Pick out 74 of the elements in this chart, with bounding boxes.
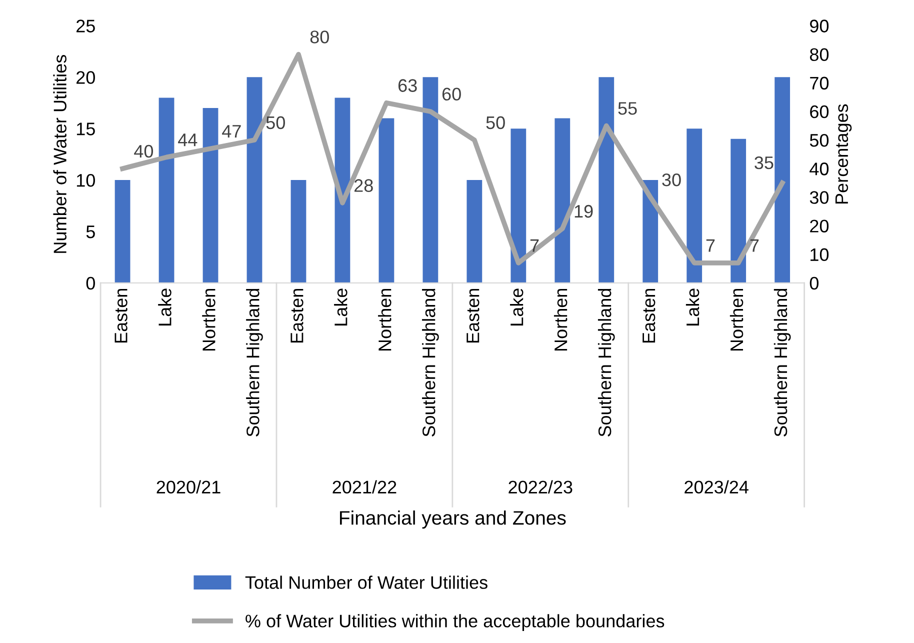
bar <box>774 77 790 283</box>
y2-tick-label: 60 <box>810 105 829 118</box>
data-label: 35 <box>754 156 774 170</box>
bar <box>158 98 174 283</box>
y2-tick-label: 80 <box>810 48 829 62</box>
bar <box>202 108 218 283</box>
data-label: 7 <box>530 239 539 252</box>
y-tick-label: 20 <box>76 71 95 84</box>
y-tick-label: 15 <box>76 122 95 136</box>
x-tick-label: Lake <box>158 288 172 326</box>
y2-tick-label: 30 <box>810 191 829 204</box>
line-series <box>120 52 785 266</box>
y2-axis-title: Percentages <box>835 104 852 204</box>
data-label: 80 <box>310 30 329 44</box>
x-tick-label: Southern Highland <box>246 288 263 437</box>
text: 2020/21 <box>156 480 220 494</box>
x-tick-label: Northen <box>202 288 216 351</box>
text: 2023/24 <box>684 480 748 494</box>
data-label: 50 <box>486 116 505 130</box>
bar <box>246 77 262 283</box>
y2-tick-label: 90 <box>810 20 829 32</box>
data-label: 7 <box>750 239 759 252</box>
data-label: 30 <box>662 173 681 186</box>
data-label: 7 <box>706 239 715 252</box>
data-label: 19 <box>574 204 593 218</box>
x-tick-label: Easten <box>466 288 480 343</box>
bar <box>334 98 350 283</box>
bar <box>642 180 658 283</box>
y2-tick-label: 40 <box>810 162 829 176</box>
x-tick-label: Southern Highland <box>422 288 439 437</box>
bar <box>466 180 482 283</box>
x-tick-label: Easten <box>642 288 656 343</box>
x-tick-label: Lake <box>334 288 348 326</box>
data-label: 47 <box>222 125 241 138</box>
text: 2022/23 <box>508 480 572 494</box>
bar <box>422 77 438 283</box>
x-tick-label: Southern Highland <box>774 288 791 437</box>
data-label: 28 <box>354 179 373 192</box>
data-label: 40 <box>134 144 154 158</box>
x-tick-label: Lake <box>510 288 524 326</box>
x-tick-label: Northen <box>730 288 744 351</box>
bar <box>730 138 746 283</box>
y2-tick-label: 10 <box>810 248 829 262</box>
bar <box>114 180 130 283</box>
x-tick-label: Southern Highland <box>598 288 615 437</box>
text: 2021/22 <box>332 480 396 494</box>
y2-tick-label: 50 <box>810 134 829 147</box>
bar <box>378 118 394 283</box>
data-label: 55 <box>618 102 637 115</box>
bar <box>554 118 570 283</box>
y-tick-label: 10 <box>76 174 95 187</box>
y2-tick-label: 20 <box>810 220 829 232</box>
y-axis-title: Number of Water Utilities <box>53 54 66 253</box>
x-tick-label: Easten <box>114 288 128 343</box>
x-tick-label: Lake <box>686 288 700 326</box>
legend-label: Total Number of Water Utilities <box>245 576 488 589</box>
bar <box>510 128 526 283</box>
x-tick-label: Northen <box>554 288 568 351</box>
y2-tick-label: 70 <box>810 76 829 90</box>
data-label: 44 <box>178 134 198 146</box>
bar <box>686 128 702 283</box>
x-tick-label: Easten <box>290 288 304 343</box>
bar <box>290 180 306 283</box>
y-tick-label: 5 <box>86 226 95 238</box>
y-tick-label: 0 <box>86 276 95 290</box>
x-tick-label: Northen <box>378 288 392 351</box>
data-label: 63 <box>398 79 417 92</box>
legend-label: % of Water Utilities within the acceptable boundaries <box>246 614 664 631</box>
data-label: 60 <box>442 88 461 101</box>
data-label: 50 <box>266 116 285 130</box>
y2-tick-label: 0 <box>810 276 819 290</box>
y-tick-label: 25 <box>76 20 95 32</box>
x-axis-title: Financial years and Zones <box>340 510 566 529</box>
bar <box>598 77 614 283</box>
